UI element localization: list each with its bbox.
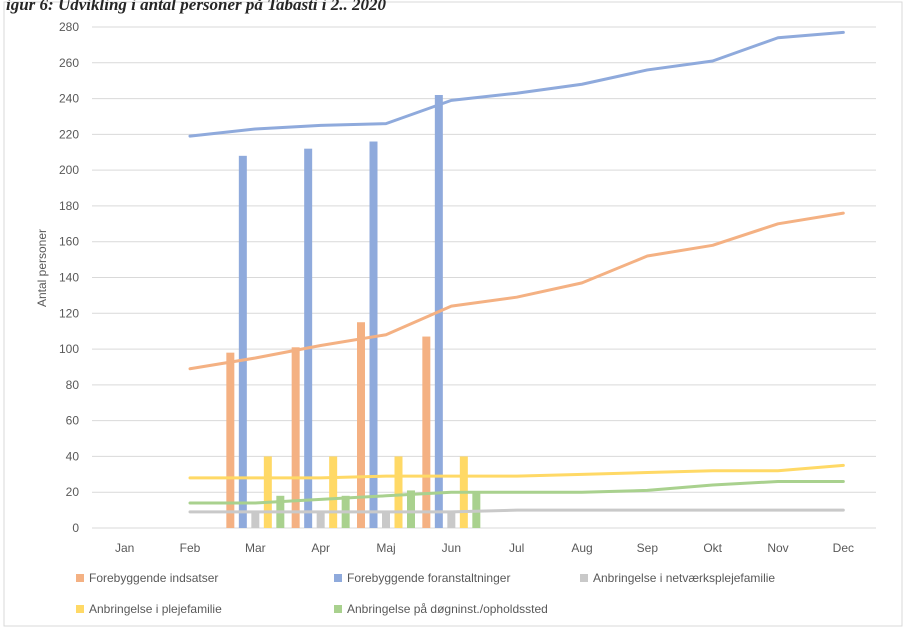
- bar: [251, 511, 260, 528]
- bar: [316, 511, 325, 528]
- y-tick-label: 120: [59, 306, 79, 320]
- chart-caption: igur 6: Udvikling i antal personer på Ta…: [6, 0, 387, 14]
- bar: [369, 141, 378, 528]
- y-tick-label: 100: [59, 342, 79, 356]
- y-tick-label: 200: [59, 163, 79, 177]
- lines: [188, 30, 845, 514]
- bar: [407, 490, 415, 528]
- y-tick-label: 80: [66, 378, 80, 392]
- y-tick-label: 140: [59, 271, 79, 285]
- y-tick-label: 280: [59, 20, 79, 34]
- legend-entry: Forebyggende indsatser: [89, 571, 218, 585]
- y-tick-label: 180: [59, 199, 79, 213]
- bar: [238, 155, 247, 529]
- y-tick-label: 220: [59, 127, 79, 141]
- legend-entry: Anbringelse i plejefamilie: [89, 602, 222, 616]
- x-tick-label: Dec: [833, 541, 854, 555]
- bar: [329, 456, 338, 528]
- x-tick-label: Maj: [376, 541, 395, 555]
- bar: [226, 352, 235, 528]
- x-tick-label: Aug: [571, 541, 592, 555]
- legend-swatch: [334, 574, 342, 582]
- x-axis-ticks: Jan Feb Mar Apr Maj Jun Jul Aug Sep Okt Nov Dec: [115, 541, 854, 555]
- legend-swatch: [334, 605, 342, 613]
- y-tick-label: 60: [66, 414, 80, 428]
- bar: [357, 322, 365, 528]
- y-tick-label: 240: [59, 92, 79, 106]
- y-tick-label: 40: [66, 449, 80, 463]
- legend: Forebyggende indsatser Forebyggende foran…: [76, 571, 775, 616]
- x-tick-label: Feb: [180, 541, 201, 555]
- y-tick-label: 260: [59, 56, 79, 70]
- x-tick-label: Sep: [637, 541, 659, 555]
- series-line: [188, 508, 845, 514]
- bar: [394, 456, 403, 528]
- bar: [422, 336, 431, 528]
- legend-entry: Anbringelse i netværksplejefamilie: [593, 571, 775, 585]
- x-tick-label: Mar: [245, 541, 266, 555]
- series-line: [188, 463, 845, 480]
- x-tick-label: Jul: [509, 541, 524, 555]
- bar: [291, 347, 300, 528]
- gridlines: [92, 26, 876, 529]
- series-line: [188, 211, 845, 371]
- bar: [447, 511, 456, 528]
- bar: [304, 148, 313, 528]
- x-tick-label: Okt: [703, 541, 722, 555]
- x-tick-label: Apr: [311, 541, 330, 555]
- legend-entry: Anbringelse på døgninst./opholdssted: [347, 602, 548, 616]
- bar: [263, 456, 272, 528]
- y-tick-label: 160: [59, 235, 79, 249]
- legend-swatch: [580, 574, 588, 582]
- x-tick-label: Nov: [767, 541, 788, 555]
- bar: [382, 511, 390, 528]
- series-line: [188, 479, 845, 505]
- y-tick-label: 20: [66, 485, 80, 499]
- y-axis-label: Antal personer: [35, 229, 49, 307]
- x-tick-label: Jun: [442, 541, 461, 555]
- y-axis-ticks: 0 20 40 60 80 100 120 140 160 180 200 220 240 260 280: [59, 20, 79, 535]
- legend-entry: Forebyggende foranstaltninger: [347, 571, 510, 585]
- legend-swatch: [76, 574, 84, 582]
- x-tick-label: Jan: [115, 541, 134, 555]
- chart-frame: [3, 1, 903, 627]
- legend-swatch: [76, 605, 84, 613]
- y-tick-label: 0: [72, 521, 79, 535]
- series-line: [188, 30, 845, 138]
